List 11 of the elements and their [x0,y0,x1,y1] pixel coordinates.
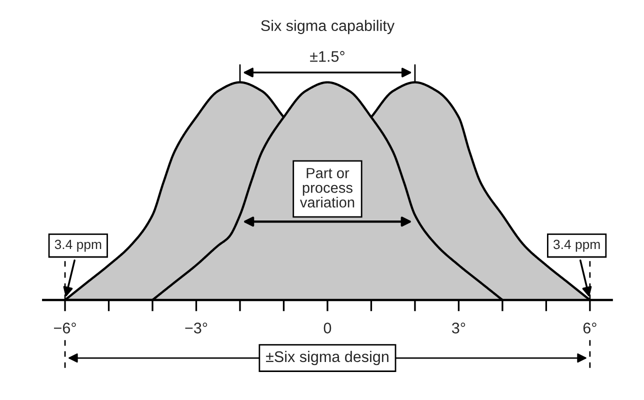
x-tick-label: −6° [54,322,76,334]
annotation: 3.4 ppm [54,240,102,252]
x-tick-label: 0 [324,322,332,334]
annotation: Part or process variation [300,168,354,208]
chart-title: Six sigma capability [261,20,395,34]
text: ±1.5° [310,51,344,62]
x-tick-label: 6° [583,322,596,334]
x-tick-label: −3° [185,322,208,334]
annotation: 3.4 ppm [553,240,600,252]
x-tick-label: 3° [452,322,466,334]
text: ±Six sigma design [266,350,388,366]
